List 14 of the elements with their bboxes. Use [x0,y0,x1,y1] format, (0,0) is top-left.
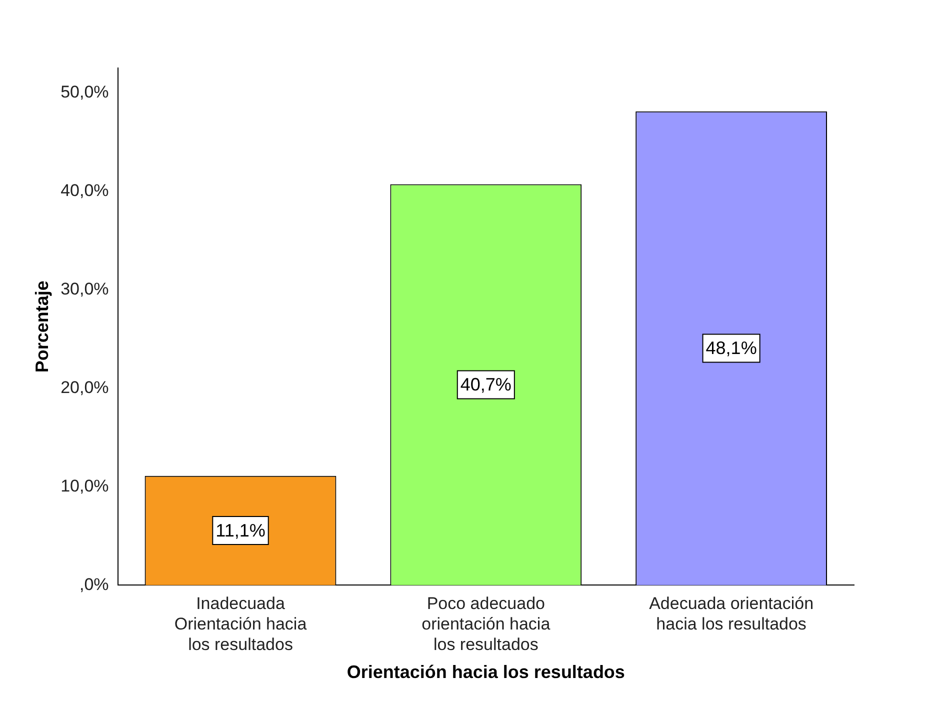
y-tick-label: 50,0% [60,82,109,102]
y-axis-title: Porcentaje [32,280,52,373]
data-label: 40,7% [460,374,512,395]
y-tick-label: 10,0% [60,476,109,496]
x-tick-label: Inadecuada Orientación hacia los resultados [174,594,308,654]
data-label: 48,1% [706,338,757,358]
y-tick-label: 40,0% [60,180,109,200]
x-tick-label: Poco adecuado orientación hacia los resultados [422,594,551,654]
x-tick-label: Adecuada orientación hacia los resultados [649,594,814,634]
data-label: 11,1% [216,520,266,540]
y-tick-label: 30,0% [60,279,109,298]
x-axis-title: Orientación hacia los resultados [346,662,625,682]
y-tick-label: 20,0% [60,378,109,397]
y-tick-label: ,0% [80,574,109,594]
